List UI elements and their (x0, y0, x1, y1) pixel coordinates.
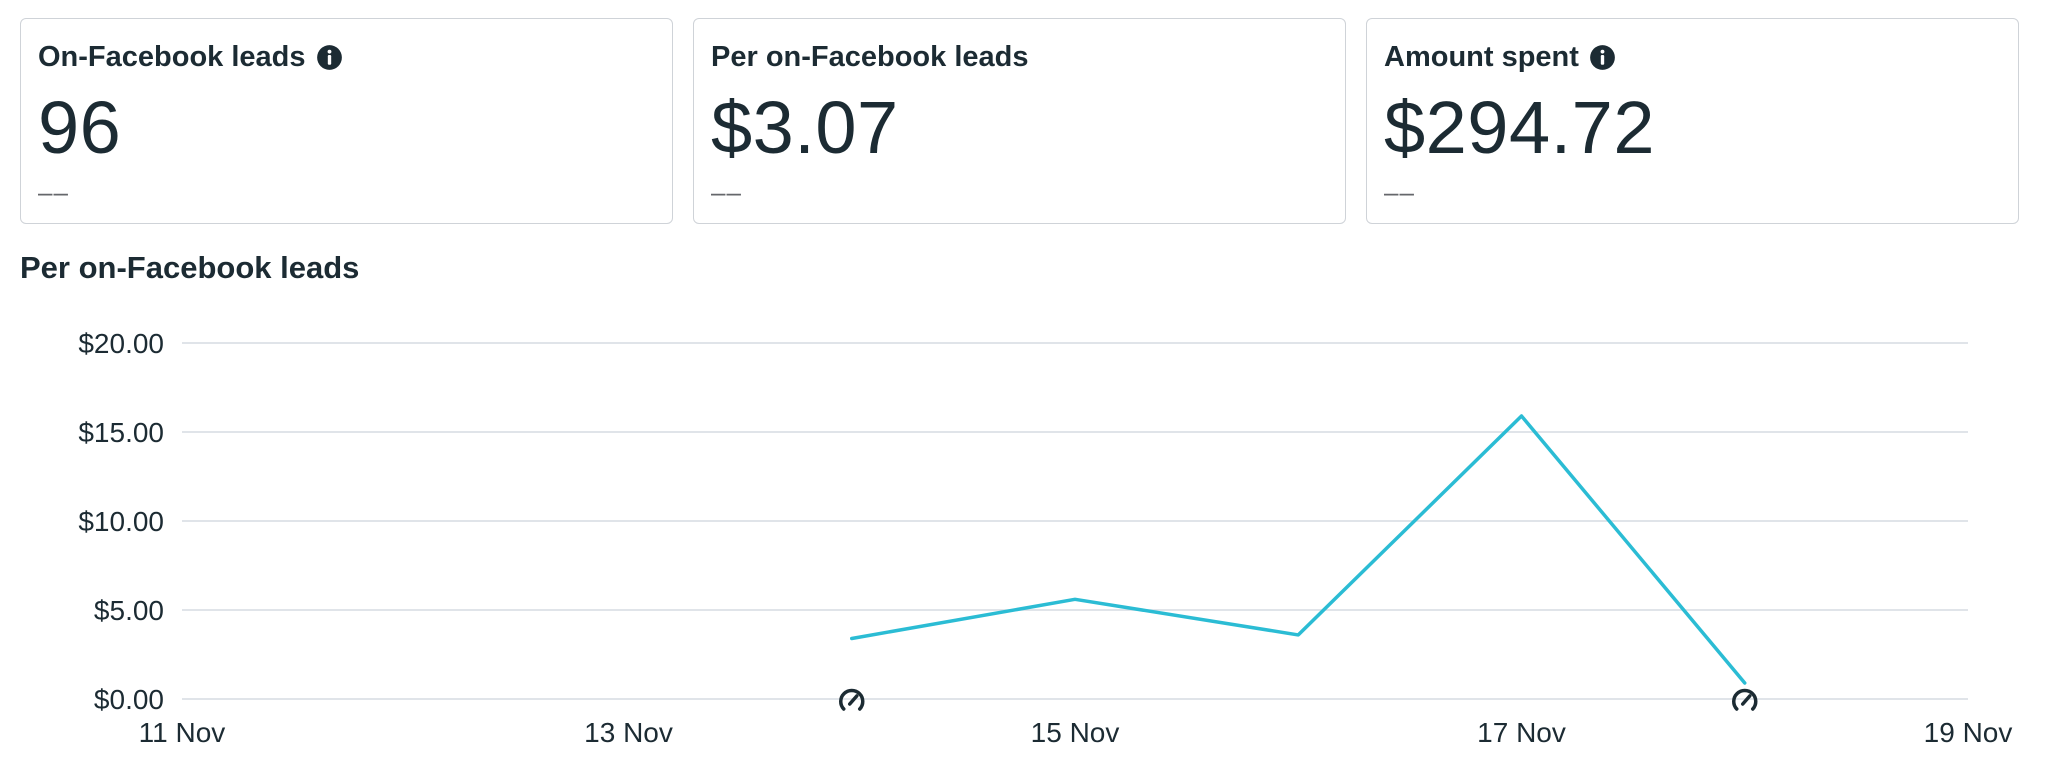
chart-title: Per on-Facebook leads (20, 250, 360, 285)
y-tick-label: $5.00 (94, 595, 164, 626)
gauge-icon (839, 688, 865, 711)
x-tick-label: 17 Nov (1477, 717, 1566, 748)
metric-card-title-row: On-Facebook leads (38, 37, 672, 77)
metric-card-value: 96 (38, 86, 122, 169)
y-tick-label: $0.00 (94, 684, 164, 715)
metric-card-title-row: Amount spent (1384, 37, 2018, 77)
metric-card-delta: –– (1384, 177, 1415, 207)
metric-card-value: $294.72 (1384, 86, 1655, 169)
metric-card-title-row: Per on-Facebook leads (711, 37, 1345, 77)
x-tick-label: 19 Nov (1924, 717, 2013, 748)
metric-card-delta: –– (711, 177, 742, 207)
y-tick-label: $20.00 (78, 328, 164, 359)
metric-card-delta: –– (38, 177, 69, 207)
metric-card-cost-per-lead[interactable]: Per on-Facebook leads $3.07 –– (693, 18, 1346, 224)
series-line (850, 414, 1747, 685)
y-tick-label: $15.00 (78, 417, 164, 448)
y-tick-label: $10.00 (78, 506, 164, 537)
x-tick-label: 15 Nov (1031, 717, 1120, 748)
metric-cards: On-Facebook leads 96 –– Per on-Facebook … (20, 18, 2019, 224)
info-icon[interactable] (316, 44, 343, 71)
info-icon[interactable] (1589, 44, 1616, 71)
metric-card-title: Amount spent (1384, 40, 1579, 73)
metric-card-leads[interactable]: On-Facebook leads 96 –– (20, 18, 673, 224)
line-chart: $0.00 $5.00 $10.00 $15.00 $20.00 11 Nov 13 Nov… (78, 328, 2013, 748)
x-tick-label: 11 Nov (139, 717, 226, 748)
metric-card-title: On-Facebook leads (38, 40, 306, 73)
metric-card-title: Per on-Facebook leads (711, 40, 1029, 73)
metric-card-value: $3.07 (711, 86, 899, 169)
gauge-icon (1732, 688, 1758, 711)
x-tick-label: 13 Nov (584, 717, 673, 748)
metric-card-amount-spent[interactable]: Amount spent $294.72 –– (1366, 18, 2019, 224)
